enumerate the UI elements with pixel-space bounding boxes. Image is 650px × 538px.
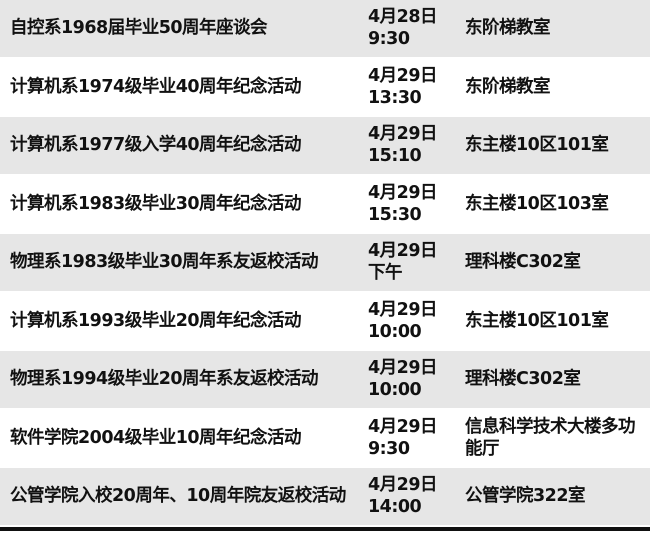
table-row: 物理系1983级毕业30周年系友返校活动 4月29日 下午 理科楼C302室 [0,234,650,291]
place-cell: 信息科学技术大楼多功能厅 [465,416,636,459]
place-cell: 东主楼10区101室 [465,310,609,331]
time-cell: 4月29日 14:00 [368,475,438,518]
event-cell: 计算机系1974级毕业40周年纪念活动 [10,76,302,97]
time-cell: 4月29日 13:30 [368,65,438,108]
table-row: 计算机系1993级毕业20周年纪念活动 4月29日 10:00 东主楼10区101室 [0,292,650,349]
table-row: 计算机系1977级入学40周年纪念活动 4月29日 15:10 东主楼10区101室 [0,117,650,174]
table-row: 计算机系1974级毕业40周年纪念活动 4月29日 13:30 东阶梯教室 [0,58,650,115]
table-row: 自控系1968届毕业50周年座谈会 4月28日 9:30 东阶梯教室 [0,0,650,57]
event-cell: 自控系1968届毕业50周年座谈会 [10,18,268,39]
table-row: 公管学院入校20周年、10周年院友返校活动 4月29日 14:00 公管学院322室 [0,468,650,525]
place-cell: 公管学院322室 [465,486,586,507]
table-row: 软件学院2004级毕业10周年纪念活动 4月29日 9:30 信息科学技术大楼多功能… [0,409,650,466]
event-cell: 计算机系1983级毕业30周年纪念活动 [10,193,302,214]
time-cell: 4月29日 15:30 [368,182,438,225]
table-bottom-rule [0,527,650,531]
place-cell: 东阶梯教室 [465,18,551,39]
time-cell: 4月29日 下午 [368,241,438,284]
place-cell: 东主楼10区101室 [465,135,609,156]
event-cell: 软件学院2004级毕业10周年纪念活动 [10,427,302,448]
event-cell: 计算机系1993级毕业20周年纪念活动 [10,310,302,331]
table-row: 计算机系1983级毕业30周年纪念活动 4月29日 15:30 东主楼10区103室 [0,175,650,232]
event-cell: 计算机系1977级入学40周年纪念活动 [10,135,302,156]
event-cell: 物理系1983级毕业30周年系友返校活动 [10,252,319,273]
place-cell: 东主楼10区103室 [465,193,609,214]
place-cell: 理科楼C302室 [465,369,581,390]
table-row: 物理系1994级毕业20周年系友返校活动 4月29日 10:00 理科楼C302室 [0,351,650,408]
time-cell: 4月29日 15:10 [368,124,438,167]
time-cell: 4月29日 10:00 [368,299,438,342]
time-cell: 4月29日 9:30 [368,416,438,459]
place-cell: 东阶梯教室 [465,76,551,97]
place-cell: 理科楼C302室 [465,252,581,273]
event-cell: 公管学院入校20周年、10周年院友返校活动 [10,486,346,507]
time-cell: 4月28日 9:30 [368,7,438,50]
event-cell: 物理系1994级毕业20周年系友返校活动 [10,369,319,390]
time-cell: 4月29日 10:00 [368,358,438,401]
schedule-table: 自控系1968届毕业50周年座谈会 4月28日 9:30 东阶梯教室 计算机系1974… [0,0,650,525]
